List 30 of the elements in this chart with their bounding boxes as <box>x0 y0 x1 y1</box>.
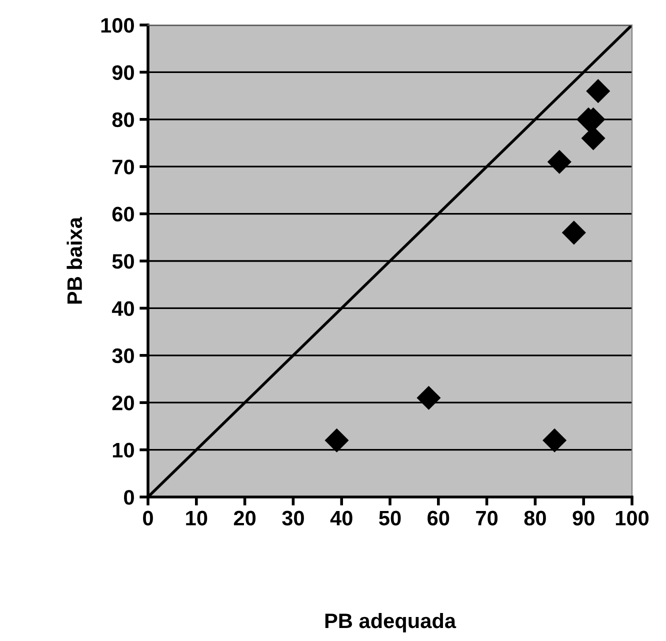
y-tick-label: 80 <box>112 112 134 128</box>
point <box>324 428 349 452</box>
point <box>547 150 572 174</box>
x-tick-label: 90 <box>572 510 594 526</box>
y-axis-title: PB baixa <box>66 216 82 304</box>
y-tick-label: 0 <box>124 490 134 505</box>
point <box>586 79 610 104</box>
point <box>542 428 567 452</box>
point <box>416 386 441 410</box>
point <box>562 220 586 245</box>
x-tick-label: 100 <box>616 510 649 526</box>
x-tick-label: 70 <box>476 510 498 526</box>
y-tick-label: 90 <box>112 65 134 80</box>
y-tick-label: 10 <box>112 442 134 458</box>
x-tick-label: 10 <box>186 510 208 526</box>
y-tick-label: 70 <box>112 160 134 174</box>
y-tick-label: 20 <box>112 396 134 410</box>
x-tick-label: 0 <box>143 510 153 526</box>
y-tick-label: 50 <box>112 254 134 269</box>
x-tick-label: 50 <box>379 510 401 526</box>
x-tick-label: 60 <box>428 510 450 526</box>
y-tick-label: 60 <box>112 206 134 222</box>
y-tick-label: 100 <box>101 18 134 33</box>
x-tick-label: 80 <box>524 510 546 526</box>
x-tick-label: 40 <box>330 510 352 526</box>
x-tick-label: 20 <box>234 510 256 526</box>
x-tick-label: 30 <box>282 510 304 526</box>
y-tick-label: 40 <box>112 301 134 316</box>
y-tick-label: 30 <box>112 348 134 364</box>
x-axis-title: PB adequada <box>325 612 456 632</box>
